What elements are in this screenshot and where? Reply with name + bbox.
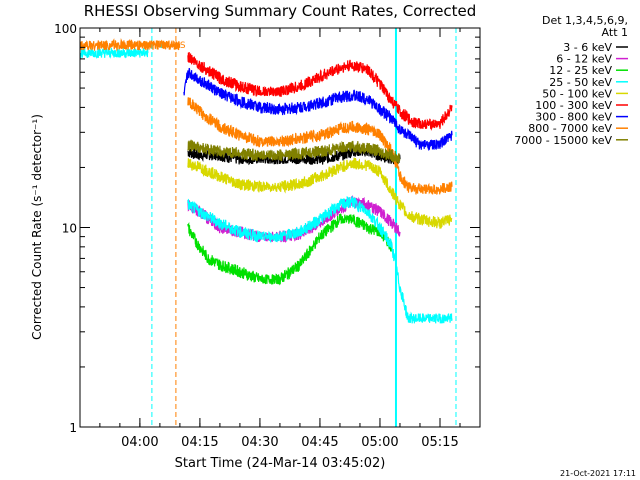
axis-ticks: 1 10 100 04:00 04:15 04:30 04:45 05:00 05:15 [54, 22, 481, 450]
annotation-label: S [180, 41, 186, 51]
x-tick-label: 05:15 [421, 435, 458, 450]
series-path [80, 38, 181, 52]
x-axis-label: Start Time (24-Mar-14 03:45:02) [175, 456, 386, 471]
series-line [187, 139, 401, 164]
legend-header: Att 1 [602, 26, 628, 39]
legend-label: 6 - 12 keV [556, 53, 612, 66]
series-path [187, 97, 453, 195]
legend-label: 12 - 25 keV [549, 64, 612, 77]
chart-title: RHESSI Observing Summary Count Rates, Co… [84, 2, 477, 20]
y-axis-label: Corrected Count Rate (s⁻¹ detector⁻¹) [30, 114, 44, 340]
legend-label: 300 - 800 keV [535, 111, 612, 124]
series-path [187, 139, 401, 164]
series-path [187, 196, 453, 324]
series-line [187, 52, 453, 132]
series-path [187, 146, 401, 166]
series-line [80, 38, 453, 195]
series-path [183, 67, 453, 152]
legend-label: 7000 - 15000 keV [514, 134, 612, 147]
y-tick-label: 100 [54, 22, 77, 36]
y-tick-label: 1 [69, 421, 77, 435]
x-tick-label: 04:45 [301, 435, 338, 450]
series-line [187, 157, 453, 229]
series-path [187, 213, 393, 286]
series-line [183, 67, 453, 152]
x-tick-label: 04:00 [121, 435, 158, 450]
series-path [187, 52, 453, 132]
series-line [187, 213, 393, 286]
footer-timestamp: 21-Oct-2021 17:11 [560, 469, 636, 478]
legend-label: 25 - 50 keV [549, 76, 612, 89]
series-path [187, 157, 453, 229]
series-line [187, 146, 401, 166]
legend-label: 50 - 100 keV [542, 87, 612, 100]
legend-header: Det 1,3,4,5,6,9, [542, 14, 628, 27]
x-tick-label: 04:15 [181, 435, 218, 450]
legend-label: 3 - 6 keV [563, 41, 612, 54]
legend-label: 800 - 7000 keV [528, 122, 612, 135]
x-tick-label: 05:00 [361, 435, 398, 450]
y-tick-label: 10 [62, 222, 77, 236]
legend-label: 100 - 300 keV [535, 99, 612, 112]
series-layer [80, 38, 453, 324]
x-tick-label: 04:30 [241, 435, 278, 450]
